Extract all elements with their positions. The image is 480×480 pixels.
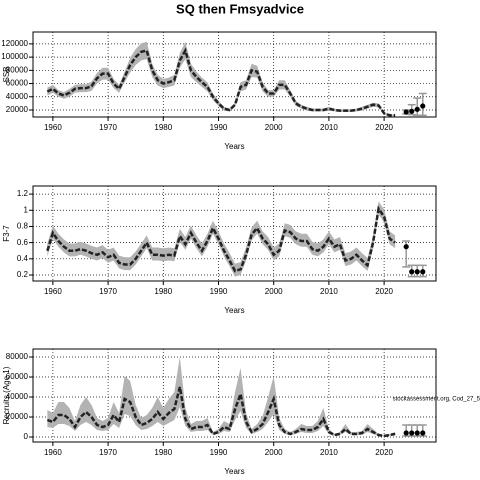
projection-point: [414, 269, 420, 275]
y-axis-label: Recruits (Age 1): [2, 366, 11, 424]
x-tick-label: 1960: [44, 448, 62, 457]
y-tick-label: 20000: [6, 105, 29, 114]
projection-point: [403, 109, 409, 115]
projection-point: [420, 269, 426, 275]
estimate-line: [46, 205, 396, 273]
y-tick-label: 1: [24, 205, 29, 214]
y-tick-label: 120000: [1, 39, 28, 48]
x-axis-label: Years: [224, 467, 244, 476]
x-tick-label: 1970: [99, 287, 117, 296]
y-tick-label: 0.4: [17, 254, 29, 263]
x-tick-label: 2010: [320, 123, 338, 132]
y-tick-label: 80000: [6, 65, 29, 74]
plot-frame: [32, 31, 437, 118]
confidence-band: [47, 201, 396, 277]
x-axis-label: Years: [224, 142, 244, 151]
y-tick-label: 60000: [6, 79, 29, 88]
x-tick-label: 1960: [44, 287, 62, 296]
y-tick-label: 0.2: [17, 270, 29, 279]
y-tick-label: 80000: [6, 352, 29, 361]
projection-point: [409, 269, 415, 275]
x-tick-label: 2000: [265, 287, 283, 296]
x-axis-label: Years: [224, 306, 244, 315]
projection-point: [420, 430, 426, 436]
estimate-line: [46, 386, 396, 438]
annotation: stockassessment.org, Cod_27_5: [393, 397, 480, 403]
plot-frame: [32, 348, 437, 443]
projection-point: [403, 430, 409, 436]
x-tick-label: 1980: [154, 448, 172, 457]
x-tick-label: 1990: [210, 287, 228, 296]
x-tick-label: 1970: [99, 123, 117, 132]
x-tick-label: 2000: [265, 448, 283, 457]
x-tick-label: 2020: [375, 287, 393, 296]
x-tick-label: 1960: [44, 123, 62, 132]
y-tick-label: 0: [24, 432, 29, 441]
x-tick-label: 2020: [375, 448, 393, 457]
y-tick-label: 40000: [6, 92, 29, 101]
y-tick-label: 100000: [1, 52, 28, 61]
y-tick-label: 60000: [6, 372, 29, 381]
projection-point: [403, 244, 409, 250]
y-axis-label: F3-7: [2, 225, 11, 242]
x-tick-label: 2020: [375, 123, 393, 132]
x-tick-label: 1980: [154, 123, 172, 132]
y-tick-label: 0.8: [17, 222, 29, 231]
x-tick-label: 1970: [99, 448, 117, 457]
x-tick-label: 2010: [320, 448, 338, 457]
projection-point: [409, 108, 415, 114]
x-tick-label: 1990: [210, 123, 228, 132]
y-tick-label: 40000: [6, 392, 29, 401]
x-tick-label: 2010: [320, 287, 338, 296]
y-tick-label: 20000: [6, 412, 29, 421]
y-tick-label: 1.2: [17, 189, 29, 198]
x-tick-label: 1980: [154, 287, 172, 296]
y-tick-label: 0.6: [17, 238, 29, 247]
projection-point: [420, 103, 426, 109]
x-tick-label: 2000: [265, 123, 283, 132]
y-axis-label: SSB: [2, 66, 11, 82]
plot-frame: [32, 185, 437, 282]
projection-point: [414, 106, 420, 112]
projection-point: [409, 430, 415, 436]
projection-point: [414, 430, 420, 436]
chart-title: SQ then Fmsyadvice: [176, 1, 304, 16]
estimate-line: [46, 47, 396, 117]
x-tick-label: 1990: [210, 448, 228, 457]
